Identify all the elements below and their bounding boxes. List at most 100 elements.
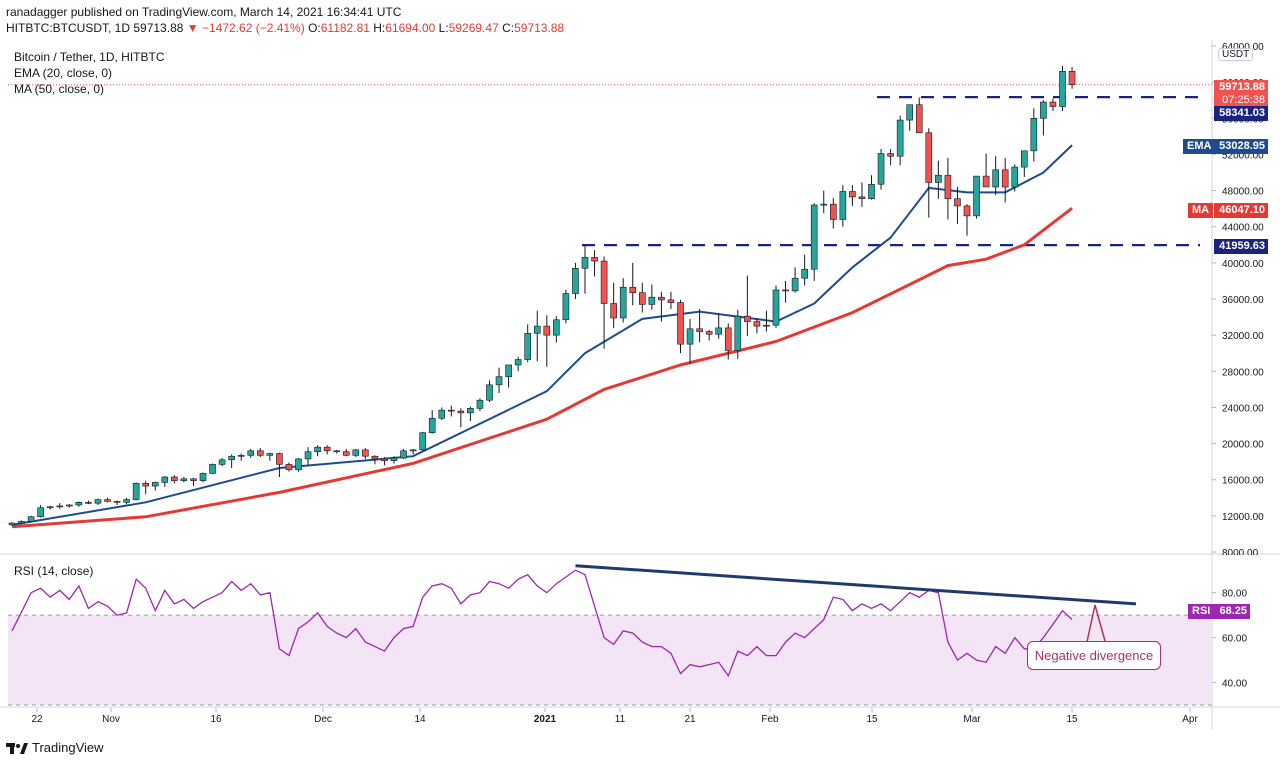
candle: [973, 175, 980, 219]
rsi-tick-label: 40.00: [1222, 679, 1247, 690]
rsi-band: [8, 615, 1212, 705]
candle-body: [113, 501, 121, 503]
candle-body: [314, 446, 321, 453]
x-tick-label: Nov: [102, 714, 120, 725]
candle: [467, 406, 474, 421]
candle-body: [247, 450, 255, 456]
candle-body: [323, 446, 331, 452]
candle: [581, 245, 589, 294]
legend-ma: MA (50, close, 0): [14, 82, 105, 96]
candle-body: [858, 196, 866, 200]
open-label: O:: [308, 21, 321, 35]
x-tick-label: 14: [414, 714, 426, 725]
candle-body: [887, 153, 894, 157]
symbol: HITBTC:BTCUSDT, 1D: [6, 21, 131, 35]
candle: [419, 431, 426, 451]
ema-price-label: 53028.95: [1214, 139, 1268, 154]
candle-body: [447, 409, 455, 412]
candle-body: [132, 483, 140, 500]
candle-body: [658, 296, 665, 301]
candle-body: [772, 289, 780, 326]
candle: [237, 453, 245, 461]
candle: [744, 275, 751, 337]
candle-body: [610, 303, 617, 319]
last-price-label: 59713.88 07:25:38: [1214, 80, 1268, 108]
candle-body: [486, 384, 493, 401]
chart-header: ranadagger published on TradingView.com,…: [6, 4, 564, 36]
candle-body: [104, 499, 111, 502]
candle-body: [228, 455, 235, 461]
candle-body: [906, 104, 914, 121]
candle: [362, 448, 369, 459]
candle: [199, 472, 207, 483]
candle-body: [400, 450, 407, 459]
candle: [724, 323, 732, 360]
candle: [295, 458, 302, 472]
candle: [705, 329, 713, 341]
low-label: L:: [438, 21, 449, 35]
rsi-chart[interactable]: 80.00 60.00 40.00: [0, 555, 1280, 708]
y-tick-label: 48000.00: [1222, 187, 1264, 198]
candle-body: [180, 478, 188, 481]
time-axis[interactable]: 22 Nov 16 Dec 14 2021 11 21 Feb 15 Mar 15 Apr: [0, 708, 1280, 732]
candle: [476, 398, 484, 412]
candle: [858, 182, 866, 207]
candle-body: [753, 321, 761, 327]
candle: [228, 454, 235, 468]
candle-body: [467, 408, 474, 414]
rsi-tick-label: 80.00: [1222, 589, 1247, 600]
candle: [1001, 158, 1009, 203]
candle-body: [562, 293, 570, 321]
candle: [276, 452, 283, 478]
candle: [66, 504, 73, 508]
y-tick-label: 8000.00: [1222, 548, 1259, 555]
publisher-line: ranadagger published on TradingView.com,…: [6, 5, 402, 19]
candle: [8, 522, 16, 526]
candle: [629, 262, 637, 306]
x-tick-label: 15: [1066, 714, 1078, 725]
candle-body: [123, 499, 130, 503]
candle: [667, 291, 675, 309]
candle: [247, 448, 255, 459]
candle-body: [457, 410, 465, 414]
candle-body: [896, 119, 904, 157]
candle: [696, 308, 703, 343]
candle-body: [954, 198, 961, 207]
candle-body: [648, 296, 656, 305]
x-tick-label: 11: [615, 714, 626, 725]
candle-body: [944, 174, 952, 200]
candle: [524, 324, 532, 363]
candle: [734, 309, 742, 359]
candle-body: [171, 476, 178, 481]
price-chart[interactable]: 64000.0060000.0056000.0052000.0048000.00…: [0, 40, 1280, 555]
candle-body: [810, 204, 818, 270]
candle-body: [85, 502, 92, 504]
candle: [56, 503, 64, 509]
candle: [495, 367, 503, 393]
candle-body: [1030, 117, 1038, 152]
candle-body: [56, 505, 64, 508]
x-tick-label: 21: [684, 714, 696, 725]
x-tick-label: Dec: [314, 714, 332, 725]
candle: [142, 480, 149, 495]
candle: [801, 254, 808, 286]
candle: [180, 477, 188, 483]
candle: [839, 185, 847, 227]
candle: [638, 282, 646, 313]
negative-divergence-annotation: Negative divergence: [1027, 641, 1161, 670]
candle-body: [553, 319, 560, 336]
candle-body: [428, 417, 436, 434]
resistance-price-label: 58341.03: [1214, 106, 1268, 121]
ma-tag: MA: [1188, 203, 1214, 218]
ohlc-line: HITBTC:BTCUSDT, 1D 59713.88 ▼ −1472.62 (…: [6, 20, 564, 36]
candle-body: [1020, 150, 1028, 168]
currency-unit-button[interactable]: USDT: [1218, 48, 1254, 61]
candle-body: [820, 203, 828, 206]
footer-brand: TradingView: [32, 740, 104, 755]
candle-body: [782, 289, 789, 292]
candle-body: [801, 268, 808, 279]
candle: [1059, 65, 1066, 112]
candle: [810, 203, 818, 281]
candle-body: [705, 331, 713, 335]
candle: [1020, 150, 1028, 178]
